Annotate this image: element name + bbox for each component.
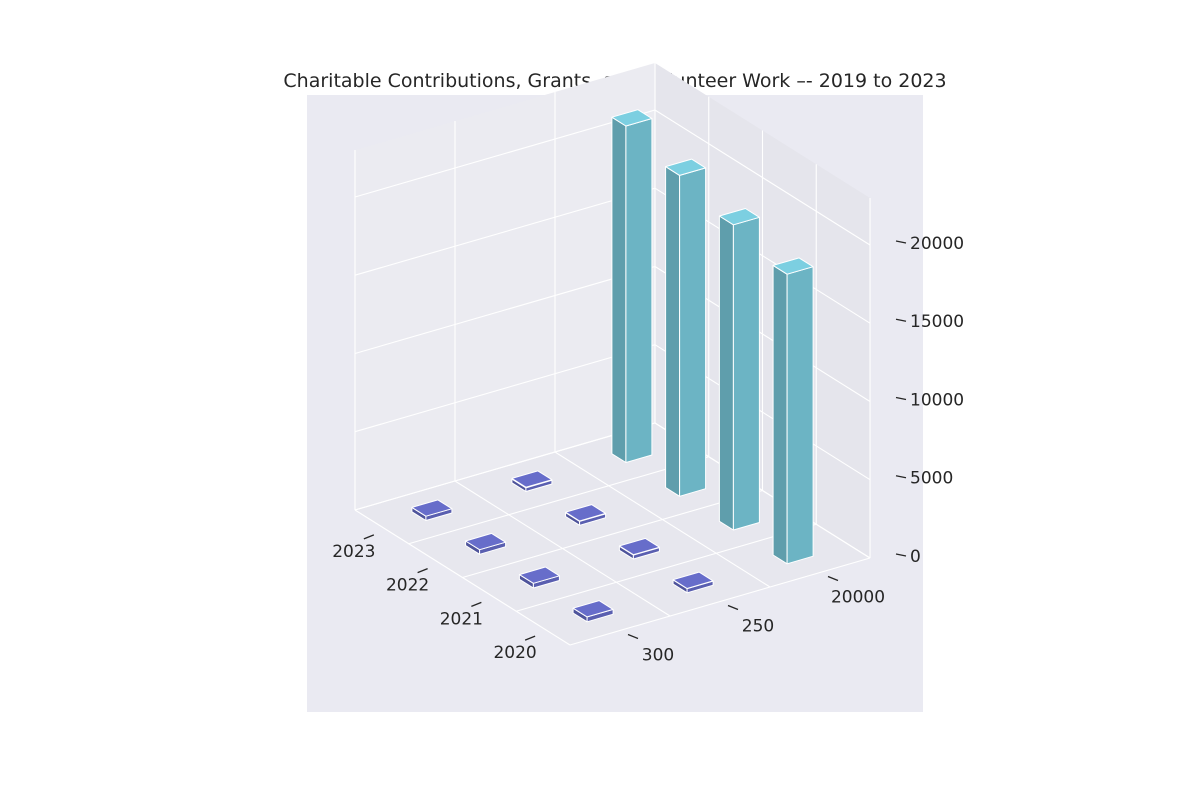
bar-2022-series-1 xyxy=(565,504,607,526)
y-tick-label: 300 xyxy=(642,646,674,666)
bar-top xyxy=(672,571,714,589)
bar-2022-series-2 xyxy=(665,158,707,497)
floor-grid-line xyxy=(516,523,817,612)
z-tick xyxy=(895,240,907,244)
floor-grid-line xyxy=(554,451,771,588)
bar-top xyxy=(772,257,814,275)
y-tick-label: 250 xyxy=(742,617,774,637)
bar-2021-series-2 xyxy=(718,208,760,531)
bar-2023-series-2 xyxy=(611,109,653,463)
z-tick xyxy=(895,396,907,401)
bar-face xyxy=(772,264,788,565)
bar-top xyxy=(611,109,653,127)
x-tick-label: 2021 xyxy=(440,609,483,629)
z-tick xyxy=(895,475,907,479)
bar-2020-series-0 xyxy=(572,600,614,623)
bar-top xyxy=(565,504,607,522)
z-tick-label: 20000 xyxy=(910,234,964,254)
bar-face xyxy=(718,215,734,531)
bar-top xyxy=(718,208,760,226)
z-tick-label: 10000 xyxy=(910,390,964,410)
floor-grid-line xyxy=(354,509,571,646)
floor-grid-line xyxy=(408,456,709,545)
wall-grid-line xyxy=(354,109,871,246)
y-tick xyxy=(827,575,839,582)
bar-face xyxy=(625,118,653,463)
bar-face xyxy=(611,116,627,463)
bar-2023-series-0 xyxy=(411,499,453,521)
bar-face xyxy=(525,479,553,492)
bar-2022-series-0 xyxy=(465,532,507,555)
bar-2020-series-2 xyxy=(772,257,814,565)
x-tick-label: 2023 xyxy=(332,542,375,562)
x-tick xyxy=(417,568,428,574)
bar-top xyxy=(518,566,560,584)
x-tick xyxy=(471,601,482,607)
bar-top xyxy=(618,537,660,556)
floor-grid-line xyxy=(569,557,871,646)
bar-face xyxy=(679,167,707,497)
bar-face xyxy=(786,266,814,565)
bar-2021-series-0 xyxy=(518,566,560,589)
y-tick xyxy=(627,633,639,640)
x-tick xyxy=(363,534,375,540)
bar-face xyxy=(732,216,760,531)
x-tick xyxy=(524,635,536,641)
bar-top xyxy=(511,470,553,488)
bar-2021-series-1 xyxy=(618,537,660,560)
z-tick xyxy=(895,318,907,322)
bar-2023-series-1 xyxy=(511,470,553,492)
bar-face xyxy=(665,166,681,497)
y-tick xyxy=(727,604,739,611)
z-tick-label: 5000 xyxy=(910,469,953,489)
bar-2020-series-1 xyxy=(672,571,714,594)
x-tick-label: 2022 xyxy=(386,576,429,596)
z-tick xyxy=(895,553,907,557)
bar-top xyxy=(465,532,507,551)
floor-grid-line xyxy=(462,489,763,579)
bar-top xyxy=(665,158,707,176)
y-tick-label: 20000 xyxy=(831,588,885,608)
floor-grid-line xyxy=(454,480,671,617)
z-tick-label: 0 xyxy=(910,547,921,567)
bar-top xyxy=(411,499,453,517)
bar-top xyxy=(572,600,614,618)
x-tick-label: 2020 xyxy=(493,643,536,663)
z-tick-label: 15000 xyxy=(910,312,964,332)
